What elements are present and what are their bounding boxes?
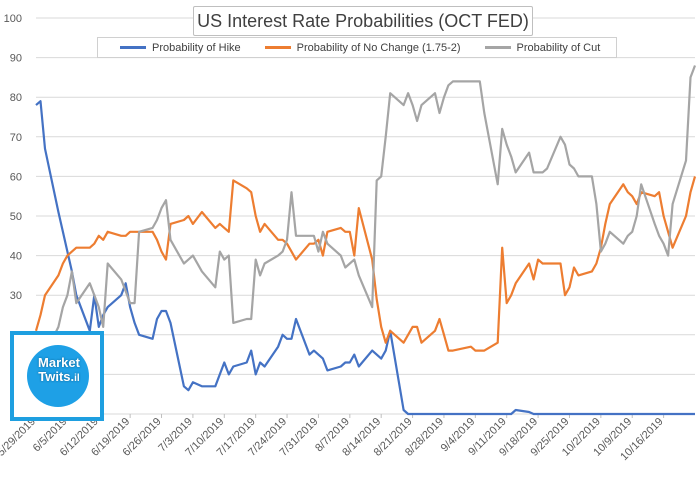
series-line-3 bbox=[34, 65, 697, 395]
series-lines bbox=[34, 65, 697, 416]
logo-line2: Twits. bbox=[38, 369, 75, 384]
y-tick-label: 30 bbox=[10, 290, 22, 302]
logo-line2-suffix: il bbox=[74, 373, 80, 384]
y-tick-label: 70 bbox=[10, 132, 22, 144]
series-line-1 bbox=[35, 100, 695, 416]
logo-line1: Market bbox=[38, 355, 80, 370]
y-tick-label: 100 bbox=[4, 13, 22, 25]
legend: Probability of Hike Probability of No Ch… bbox=[97, 37, 617, 58]
x-tick-label: 5/29/2019 bbox=[0, 416, 38, 459]
legend-item-cut: Probability of Cut bbox=[484, 41, 601, 54]
y-tick-label: 50 bbox=[10, 211, 22, 223]
logo-badge bbox=[27, 345, 89, 407]
legend-label-hike: Probability of Hike bbox=[152, 41, 241, 54]
legend-label-no-change: Probability of No Change (1.75-2) bbox=[296, 41, 461, 54]
chart-title: US Interest Rate Probabilities (OCT FED) bbox=[193, 6, 533, 36]
legend-item-hike: Probability of Hike bbox=[120, 42, 241, 54]
legend-swatch-cut bbox=[484, 46, 511, 49]
gridlines bbox=[36, 17, 695, 415]
market-twits-logo: Market Twits.il bbox=[10, 331, 104, 421]
y-tick-label: 60 bbox=[10, 171, 22, 183]
y-tick-label: 80 bbox=[10, 92, 22, 104]
legend-swatch-hike bbox=[120, 46, 146, 49]
y-tick-label: 40 bbox=[10, 251, 22, 263]
x-axis-ticks: 5/29/20196/5/20196/12/20196/19/20196/26/… bbox=[0, 414, 666, 463]
legend-swatch-no-change bbox=[264, 46, 291, 49]
logo-text: Market Twits.il bbox=[20, 356, 98, 386]
legend-label-cut: Probability of Cut bbox=[516, 41, 601, 54]
legend-item-no-change: Probability of No Change (1.75-2) bbox=[264, 41, 461, 54]
y-tick-label: 90 bbox=[10, 53, 22, 65]
